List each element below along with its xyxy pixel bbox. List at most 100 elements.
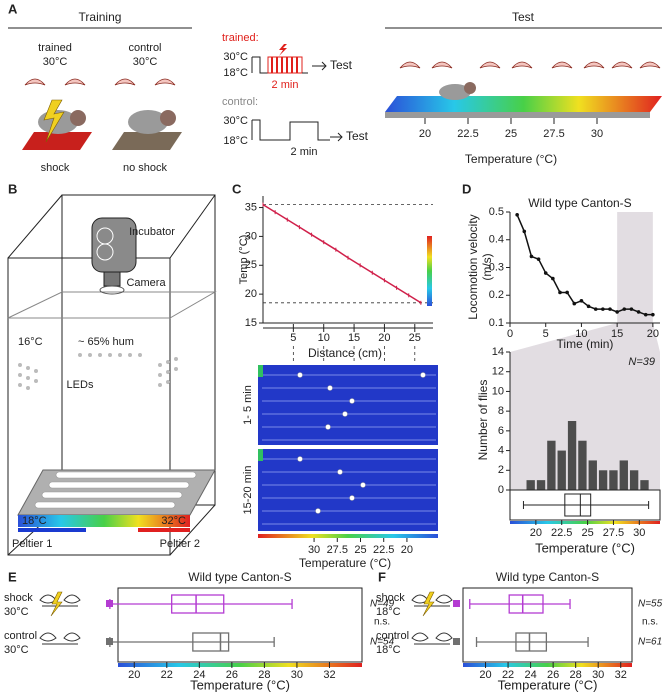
section-title: Test: [512, 10, 535, 24]
bar: [640, 480, 649, 490]
y-tick-label: 0.3: [489, 261, 504, 273]
y-tick-label: 20: [245, 288, 257, 300]
x-tick-label: 20: [530, 527, 542, 539]
tick-label: 27.5: [543, 128, 564, 140]
box: [515, 632, 548, 652]
x-tick-label: 20: [378, 332, 390, 344]
x-axis-label: Time (min): [557, 337, 614, 351]
x-tick-label: 30: [633, 527, 645, 539]
b-label: 16°C: [18, 336, 43, 348]
panel-label: E: [8, 569, 17, 584]
y-tick-label: 6: [498, 425, 504, 437]
x-tick-label: 26: [547, 669, 559, 681]
point: [558, 290, 562, 295]
fly: [297, 372, 303, 378]
x-tick-label: 22: [502, 669, 514, 681]
box-frame: [509, 489, 661, 521]
x-tick-label: 0: [507, 328, 513, 340]
fly: [327, 385, 333, 391]
x-tick-label: 22.5: [373, 544, 394, 556]
x-tick-label: 15: [611, 328, 623, 340]
group-label: shock: [376, 592, 405, 604]
bar: [629, 470, 639, 490]
bar: [547, 440, 556, 490]
b-label: 32°C: [161, 515, 186, 527]
protocol-duration: 2 min: [291, 146, 318, 158]
tick-label: 22.5: [457, 128, 478, 140]
fly: [360, 482, 366, 488]
y-tick-label: 15: [245, 317, 257, 329]
x-tick-label: 15: [348, 332, 360, 344]
point: [629, 307, 634, 311]
condition-label: shock: [41, 162, 70, 174]
point: [551, 276, 555, 281]
fly-icon: [411, 632, 453, 645]
bar: [598, 470, 608, 490]
x-tick-label: 32: [615, 669, 627, 681]
b-label: ~ 65% hum: [78, 336, 134, 348]
lightning: [422, 591, 435, 617]
point: [572, 301, 577, 306]
y-tick-label: 0: [498, 484, 504, 496]
bar: [588, 460, 597, 490]
protocol-outcome: Test: [330, 58, 353, 72]
point: [608, 307, 612, 311]
x-tick-label: 20: [479, 669, 491, 681]
group-temp: 30°C: [133, 56, 158, 68]
point: [643, 312, 648, 317]
panel-a-art: [8, 27, 662, 150]
x-tick-label: 5: [543, 328, 549, 340]
y-tick-label: 2: [498, 464, 504, 476]
group-temp: 18°C: [376, 606, 401, 618]
line: [262, 204, 422, 304]
y-tick-label: 14: [492, 346, 504, 358]
box: [192, 632, 230, 652]
point: [593, 307, 598, 311]
fly: [420, 372, 426, 378]
protocol-name: trained:: [222, 32, 259, 44]
group-marker: [453, 638, 460, 645]
bar: [536, 480, 546, 490]
bar: [619, 460, 628, 490]
fly-icon: [39, 632, 81, 645]
colorbar: [427, 236, 432, 306]
fly: [337, 469, 343, 475]
group-temp: 18°C: [376, 644, 401, 656]
box: [171, 594, 225, 614]
x-tick-label: 30: [291, 669, 303, 681]
fly: [325, 424, 331, 430]
fly: [349, 398, 355, 404]
y-tick-label: 30: [245, 230, 257, 242]
x-tick-label: 25: [354, 544, 366, 556]
x-tick-label: 24: [193, 669, 205, 681]
x-axis-label: Temperature (°C): [535, 540, 635, 555]
lightning: [50, 591, 63, 617]
b-label: Peltier 2: [160, 538, 200, 550]
x-tick-label: 25: [409, 332, 421, 344]
section-title: Training: [79, 10, 122, 24]
fly: [349, 495, 355, 501]
tick-label: 25: [505, 128, 517, 140]
b-label: 18°C: [22, 515, 47, 527]
significance: n.s.: [642, 617, 658, 628]
axis-label: Temperature (°C): [465, 152, 557, 166]
point: [615, 310, 619, 314]
group-label: shock: [4, 592, 33, 604]
fly: [297, 456, 303, 462]
chart-title: Wild type Canton-S: [188, 570, 291, 584]
x-tick-label: 20: [401, 544, 413, 556]
protocol-high: 30°C: [223, 115, 248, 127]
b-label: Camera: [126, 277, 166, 289]
fly: [315, 508, 321, 514]
y-axis-label: Number of flies: [476, 380, 490, 461]
protocol-low: 18°C: [223, 135, 248, 147]
panel-label: F: [378, 569, 386, 584]
group-temp: 30°C: [4, 644, 29, 656]
tick-label: 30: [591, 128, 603, 140]
x-axis-label: Temperature (°C): [498, 677, 598, 692]
n-label: N=39: [628, 356, 655, 368]
point: [579, 299, 584, 303]
x-axis-label: Distance (cm): [308, 346, 382, 360]
x-tick-label: 27.5: [603, 527, 624, 539]
point: [529, 254, 534, 259]
